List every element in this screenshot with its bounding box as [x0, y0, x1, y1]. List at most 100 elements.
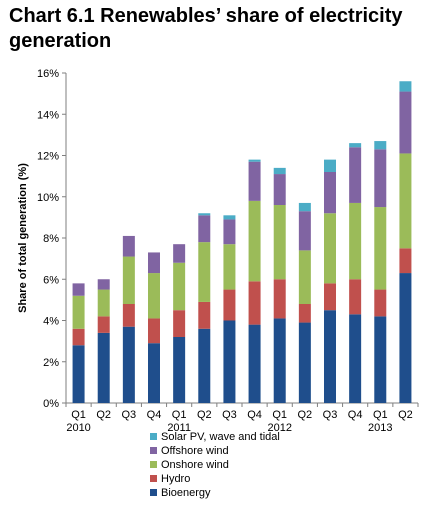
bar-segment-onshore-wind — [173, 262, 186, 311]
bar-segment-bioenergy — [97, 332, 110, 403]
bar-segment-hydro — [173, 310, 186, 337]
bar-segment-solar-pv-wave-and-tidal — [349, 143, 362, 148]
bar-segment-offshore-wind — [298, 211, 311, 251]
bar-segment-hydro — [374, 289, 387, 317]
bar-segment-offshore-wind — [198, 215, 211, 243]
y-tick-label: 2% — [43, 357, 59, 369]
bar-segment-offshore-wind — [97, 279, 110, 290]
bar-segment-onshore-wind — [349, 202, 362, 280]
x-tick-label: Q3 — [122, 409, 137, 421]
x-tick-label: Q4 — [147, 409, 162, 421]
bar-segment-bioenergy — [349, 314, 362, 403]
bar-segment-hydro — [223, 289, 236, 321]
x-year-label: 2012 — [267, 422, 291, 434]
bar-segment-bioenergy — [374, 316, 387, 403]
x-tick-label: Q4 — [247, 409, 262, 421]
y-tick-label: 10% — [37, 192, 59, 204]
bar-segment-solar-pv-wave-and-tidal — [223, 215, 236, 220]
legend-label: Offshore wind — [161, 445, 229, 457]
bar-segment-offshore-wind — [223, 219, 236, 245]
bar-segment-hydro — [248, 281, 261, 325]
x-tick-label: Q2 — [398, 409, 413, 421]
bar-segment-solar-pv-wave-and-tidal — [324, 159, 336, 172]
chart-title: Chart 6.1 Renewables’ share of electrici… — [9, 5, 403, 52]
legend: Solar PV, wave and tidal Offshore wind Ons… — [150, 431, 280, 499]
bar-segment-onshore-wind — [198, 242, 211, 302]
legend-swatch — [150, 475, 157, 482]
x-tick-label: Q1 — [172, 409, 187, 421]
bar-segment-offshore-wind — [349, 147, 362, 203]
bar-segment-hydro — [349, 279, 362, 315]
bar-segment-solar-pv-wave-and-tidal — [198, 213, 211, 216]
y-tick-label: 14% — [37, 109, 59, 121]
legend-swatch — [150, 489, 157, 496]
x-year-label: 2013 — [368, 422, 392, 434]
bar-segment-offshore-wind — [72, 283, 85, 296]
legend-swatch — [150, 433, 157, 440]
bar-segment-solar-pv-wave-and-tidal — [374, 141, 387, 150]
legend-label: Bioenergy — [161, 487, 211, 499]
legend-label: Hydro — [161, 473, 190, 485]
bar-segment-bioenergy — [72, 345, 85, 403]
bar-segment-solar-pv-wave-and-tidal — [248, 159, 261, 162]
legend-swatch — [150, 461, 157, 468]
bar-segment-bioenergy — [298, 322, 311, 403]
x-tick-label: Q1 — [272, 409, 287, 421]
bar-segment-hydro — [324, 283, 336, 311]
y-tick-label: 4% — [43, 316, 59, 328]
x-year-label: 2011 — [167, 422, 191, 434]
y-tick-label: 0% — [43, 398, 59, 410]
x-tick-label: Q4 — [348, 409, 363, 421]
y-tick-label: 6% — [43, 274, 59, 286]
bar-segment-bioenergy — [148, 343, 160, 403]
bar-segment-hydro — [122, 304, 135, 327]
bar-segment-onshore-wind — [273, 205, 286, 280]
bar-segment-hydro — [399, 248, 412, 274]
bar-segment-hydro — [72, 328, 85, 346]
bar-segment-offshore-wind — [374, 149, 387, 208]
legend-label: Onshore wind — [161, 459, 229, 471]
bar-segment-hydro — [198, 301, 211, 329]
bar-segment-offshore-wind — [399, 91, 412, 154]
bar-segment-hydro — [97, 316, 110, 333]
x-tick-label: Q2 — [197, 409, 212, 421]
bar-segment-bioenergy — [198, 328, 211, 403]
y-axis-title: Share of total generation (%) — [17, 163, 29, 313]
bar-segment-onshore-wind — [399, 153, 412, 249]
bar-segment-bioenergy — [273, 318, 286, 403]
bar-segment-solar-pv-wave-and-tidal — [273, 167, 286, 175]
bar-segment-solar-pv-wave-and-tidal — [298, 202, 311, 212]
bar-segment-onshore-wind — [248, 200, 261, 282]
x-axis: Q1 Q2 Q3 Q4 Q1 Q2 Q3 Q4 Q1 Q2 Q3 Q4 Q1 Q2 2010 2011 2012… — [65, 402, 419, 434]
bar-segment-onshore-wind — [298, 250, 311, 304]
bar-segment-bioenergy — [399, 273, 412, 403]
bar-segment-bioenergy — [223, 320, 236, 403]
bar-segment-offshore-wind — [273, 174, 286, 205]
bar-segment-bioenergy — [324, 310, 336, 403]
bar-segment-bioenergy — [173, 337, 186, 403]
bar-segment-onshore-wind — [97, 289, 110, 317]
y-axis: 0% 2% 4% 6% 8% 10% 12% 14% 16% — [37, 68, 67, 410]
bar-segment-hydro — [298, 304, 311, 323]
bar-segment-onshore-wind — [324, 213, 336, 284]
x-tick-label: Q1 — [71, 409, 86, 421]
x-tick-label: Q3 — [222, 409, 237, 421]
x-tick-label: Q1 — [373, 409, 388, 421]
bar-segment-bioenergy — [122, 326, 135, 403]
y-tick-label: 16% — [37, 68, 59, 80]
x-tick-label: Q3 — [323, 409, 338, 421]
x-tick-label: Q2 — [298, 409, 313, 421]
bars — [72, 81, 412, 403]
bar-segment-hydro — [148, 318, 160, 344]
bar-segment-onshore-wind — [223, 244, 236, 290]
legend-label: Solar PV, wave and tidal — [161, 431, 280, 443]
bar-segment-offshore-wind — [122, 235, 135, 257]
legend-swatch — [150, 447, 157, 454]
y-tick-label: 8% — [43, 233, 59, 245]
bar-segment-onshore-wind — [122, 256, 135, 304]
bar-segment-onshore-wind — [374, 207, 387, 290]
bar-segment-offshore-wind — [248, 161, 261, 201]
y-tick-label: 12% — [37, 151, 59, 163]
bar-segment-bioenergy — [248, 324, 261, 403]
